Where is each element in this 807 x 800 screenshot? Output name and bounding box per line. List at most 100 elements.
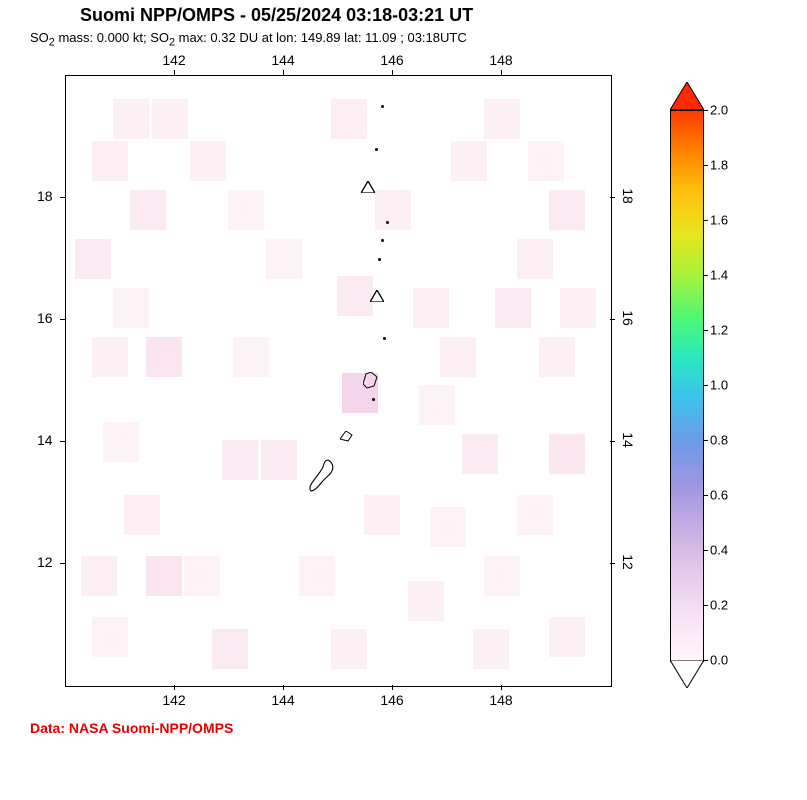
data-source-label: Data: NASA Suomi-NPP/OMPS — [30, 720, 233, 736]
heatmap-cell — [81, 556, 117, 596]
colorbar-tick: 0.8 — [710, 433, 728, 448]
island-dot — [381, 239, 384, 242]
heatmap-cell — [146, 337, 182, 377]
x-axis-tick-bottom: 144 — [271, 692, 294, 708]
heatmap-cell — [266, 239, 302, 279]
x-axis-tick-bottom: 142 — [162, 692, 185, 708]
heatmap-cell — [408, 581, 444, 621]
island-dot — [386, 221, 389, 224]
heatmap-cell — [146, 556, 182, 596]
colorbar-tick: 0.4 — [710, 543, 728, 558]
colorbar-tick: 1.0 — [710, 378, 728, 393]
island-dot — [381, 105, 384, 108]
heatmap-cell — [124, 495, 160, 535]
heatmap-cell — [462, 434, 498, 474]
axis-tickmark — [501, 685, 502, 690]
axis-tickmark — [60, 197, 65, 198]
y-axis-tick-right: 18 — [620, 188, 636, 204]
volcano-marker-icon — [361, 180, 375, 198]
axis-tickmark — [392, 685, 393, 690]
heatmap-cell — [222, 440, 258, 480]
x-axis-tick-bottom: 148 — [489, 692, 512, 708]
y-axis-tick-left: 16 — [37, 310, 53, 326]
island-dot — [383, 337, 386, 340]
heatmap-cell — [549, 434, 585, 474]
colorbar-over-arrow-icon — [670, 82, 704, 115]
heatmap-cell — [413, 288, 449, 328]
axis-tickmark — [501, 70, 502, 75]
island-dot — [375, 148, 378, 151]
axis-tickmark — [283, 70, 284, 75]
heatmap-cell — [337, 276, 373, 316]
heatmap-cell — [130, 190, 166, 230]
map-plot-area — [65, 75, 612, 687]
colorbar-tick: 1.2 — [710, 323, 728, 338]
island-dot — [378, 258, 381, 261]
colorbar-tick: 2.0 — [710, 103, 728, 118]
heatmap-cell — [233, 337, 269, 377]
colorbar — [670, 110, 704, 662]
colorbar-tickmark — [703, 220, 708, 221]
colorbar-tickmark — [703, 330, 708, 331]
heatmap-cell — [331, 629, 367, 669]
heatmap-cell — [375, 190, 411, 230]
chart-title: Suomi NPP/OMPS - 05/25/2024 03:18-03:21 … — [80, 5, 473, 26]
heatmap-cell — [484, 556, 520, 596]
x-axis-tick-top: 144 — [271, 52, 294, 68]
heatmap-cell — [451, 141, 487, 181]
heatmap-cell — [75, 239, 111, 279]
heatmap-cell — [364, 495, 400, 535]
heatmap-cell — [517, 495, 553, 535]
colorbar-tick: 1.8 — [710, 158, 728, 173]
axis-tickmark — [610, 319, 615, 320]
heatmap-cell — [261, 440, 297, 480]
heatmap-cell — [528, 141, 564, 181]
island-outline — [363, 372, 379, 395]
colorbar-tickmark — [703, 275, 708, 276]
axis-tickmark — [283, 685, 284, 690]
heatmap-cell — [560, 288, 596, 328]
colorbar-tickmark — [703, 605, 708, 606]
colorbar-tickmark — [703, 110, 708, 111]
y-axis-tick-right: 14 — [620, 432, 636, 448]
heatmap-cell — [419, 385, 455, 425]
heatmap-cell — [299, 556, 335, 596]
y-axis-tick-left: 14 — [37, 432, 53, 448]
y-axis-tick-left: 18 — [37, 188, 53, 204]
heatmap-cell — [549, 617, 585, 657]
axis-tickmark — [60, 441, 65, 442]
x-axis-tick-top: 146 — [380, 52, 403, 68]
colorbar-tickmark — [703, 660, 708, 661]
colorbar-tickmark — [703, 165, 708, 166]
colorbar-tickmark — [703, 495, 708, 496]
heatmap-cell — [484, 99, 520, 139]
colorbar-tick: 1.4 — [710, 268, 728, 283]
axis-tickmark — [610, 197, 615, 198]
heatmap-cell — [152, 99, 188, 139]
colorbar-tick: 0.6 — [710, 488, 728, 503]
heatmap-cell — [331, 99, 367, 139]
heatmap-cell — [440, 337, 476, 377]
y-axis-tick-right: 16 — [620, 310, 636, 326]
heatmap-cell — [228, 190, 264, 230]
heatmap-cell — [473, 629, 509, 669]
chart-subtitle: SO2 mass: 0.000 kt; SO2 max: 0.32 DU at … — [30, 30, 467, 49]
heatmap-cell — [113, 99, 149, 139]
axis-tickmark — [174, 70, 175, 75]
heatmap-cell — [495, 288, 531, 328]
colorbar-tickmark — [703, 550, 708, 551]
colorbar-under-arrow-icon — [670, 660, 704, 693]
colorbar-tickmark — [703, 385, 708, 386]
y-axis-tick-left: 12 — [37, 554, 53, 570]
heatmap-cell — [113, 288, 149, 328]
y-axis-tick-right: 12 — [620, 554, 636, 570]
heatmap-cell — [549, 190, 585, 230]
heatmap-cell — [430, 507, 466, 547]
colorbar-tick: 0.2 — [710, 598, 728, 613]
colorbar-tick: 0.0 — [710, 653, 728, 668]
heatmap-cell — [184, 556, 220, 596]
heatmap-cell — [517, 239, 553, 279]
heatmap-cell — [190, 141, 226, 181]
island-outline-guam — [308, 458, 340, 501]
heatmap-cell — [103, 422, 139, 462]
